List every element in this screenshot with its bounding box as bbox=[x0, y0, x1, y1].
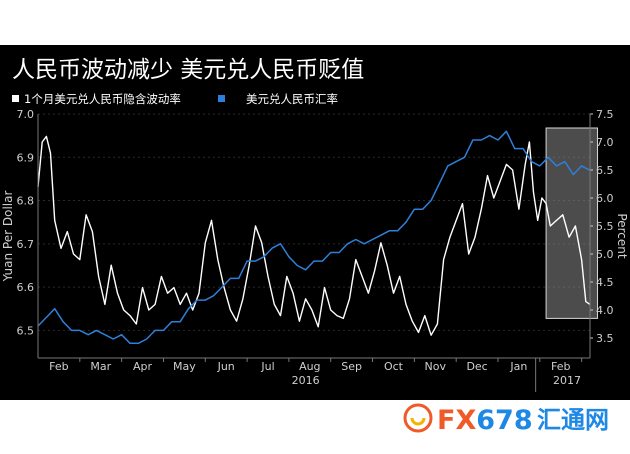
x-tick-label: Jul bbox=[260, 360, 274, 373]
y-right-tick-label: 6.5 bbox=[596, 164, 614, 177]
x-tick-label: Dec bbox=[466, 360, 487, 373]
x-tick-label: Nov bbox=[425, 360, 447, 373]
series-line-volatility bbox=[37, 135, 591, 336]
x-tick-label: Jun bbox=[217, 360, 235, 373]
y-axis-right-label: Percent bbox=[615, 213, 629, 258]
legend-marker-rate bbox=[218, 95, 225, 102]
series-lines bbox=[37, 130, 591, 345]
chart-title: 人民币波动减少 美元兑人民币贬值 bbox=[12, 57, 364, 83]
y-right-tick-label: 4.0 bbox=[596, 304, 614, 317]
x-tick-label: Aug bbox=[299, 360, 320, 373]
x-tick-label: Sep bbox=[341, 360, 362, 373]
y-right-tick-label: 5.0 bbox=[596, 248, 614, 261]
axes: 6.5 6.6 6.7 6.8 6.9 7.0 3.5 4.0 4.5 5.0 5.5 6.0 6.5 7… bbox=[17, 108, 614, 392]
y-right-tick-label: 7.5 bbox=[596, 108, 614, 121]
x-year-label: 2017 bbox=[553, 374, 581, 387]
y-left-tick-label: 6.9 bbox=[17, 151, 35, 164]
x-tick-label: Feb bbox=[551, 360, 570, 373]
legend-marker-volatility bbox=[12, 95, 19, 102]
y-right-tick-label: 3.5 bbox=[596, 332, 614, 345]
y-left-tick-label: 6.6 bbox=[17, 281, 35, 294]
y-right-tick-label: 5.5 bbox=[596, 220, 614, 233]
highlight-box bbox=[545, 127, 599, 319]
x-tick-label: Jan bbox=[509, 360, 527, 373]
legend-label-volatility: 1个月美元兑人民币隐含波动率 bbox=[24, 92, 181, 106]
watermark-arc-icon bbox=[410, 417, 426, 426]
x-tick-label: Oct bbox=[384, 360, 404, 373]
y-left-tick-label: 6.5 bbox=[17, 324, 35, 337]
y-left-tick-label: 6.8 bbox=[17, 195, 35, 208]
y-right-tick-label: 7.0 bbox=[596, 136, 614, 149]
highlight-region bbox=[545, 127, 599, 319]
series-line-rate bbox=[37, 130, 591, 345]
y-axis-left-label: Yuan Per Dollar bbox=[1, 191, 15, 283]
y-right-tick-label: 6.0 bbox=[596, 192, 614, 205]
y-left-tick-label: 7.0 bbox=[17, 108, 35, 121]
y-right-tick-label: 4.5 bbox=[596, 276, 614, 289]
watermark-brand: FX678 bbox=[437, 405, 533, 436]
watermark-ring-icon bbox=[403, 403, 433, 433]
x-tick-label: May bbox=[173, 360, 196, 373]
chart-panel bbox=[0, 45, 630, 400]
x-tick-label: Mar bbox=[90, 360, 111, 373]
watermark-brand-cn: 汇通网 bbox=[537, 406, 609, 434]
x-tick-label: Feb bbox=[49, 360, 68, 373]
x-year-label: 2016 bbox=[292, 374, 320, 387]
x-tick-label: Apr bbox=[133, 360, 153, 373]
y-left-tick-label: 6.7 bbox=[17, 238, 35, 251]
watermark-logo: FX678 汇通网 bbox=[403, 403, 609, 436]
gridlines bbox=[38, 113, 590, 331]
legend-label-rate: 美元兑人民币汇率 bbox=[246, 92, 338, 106]
